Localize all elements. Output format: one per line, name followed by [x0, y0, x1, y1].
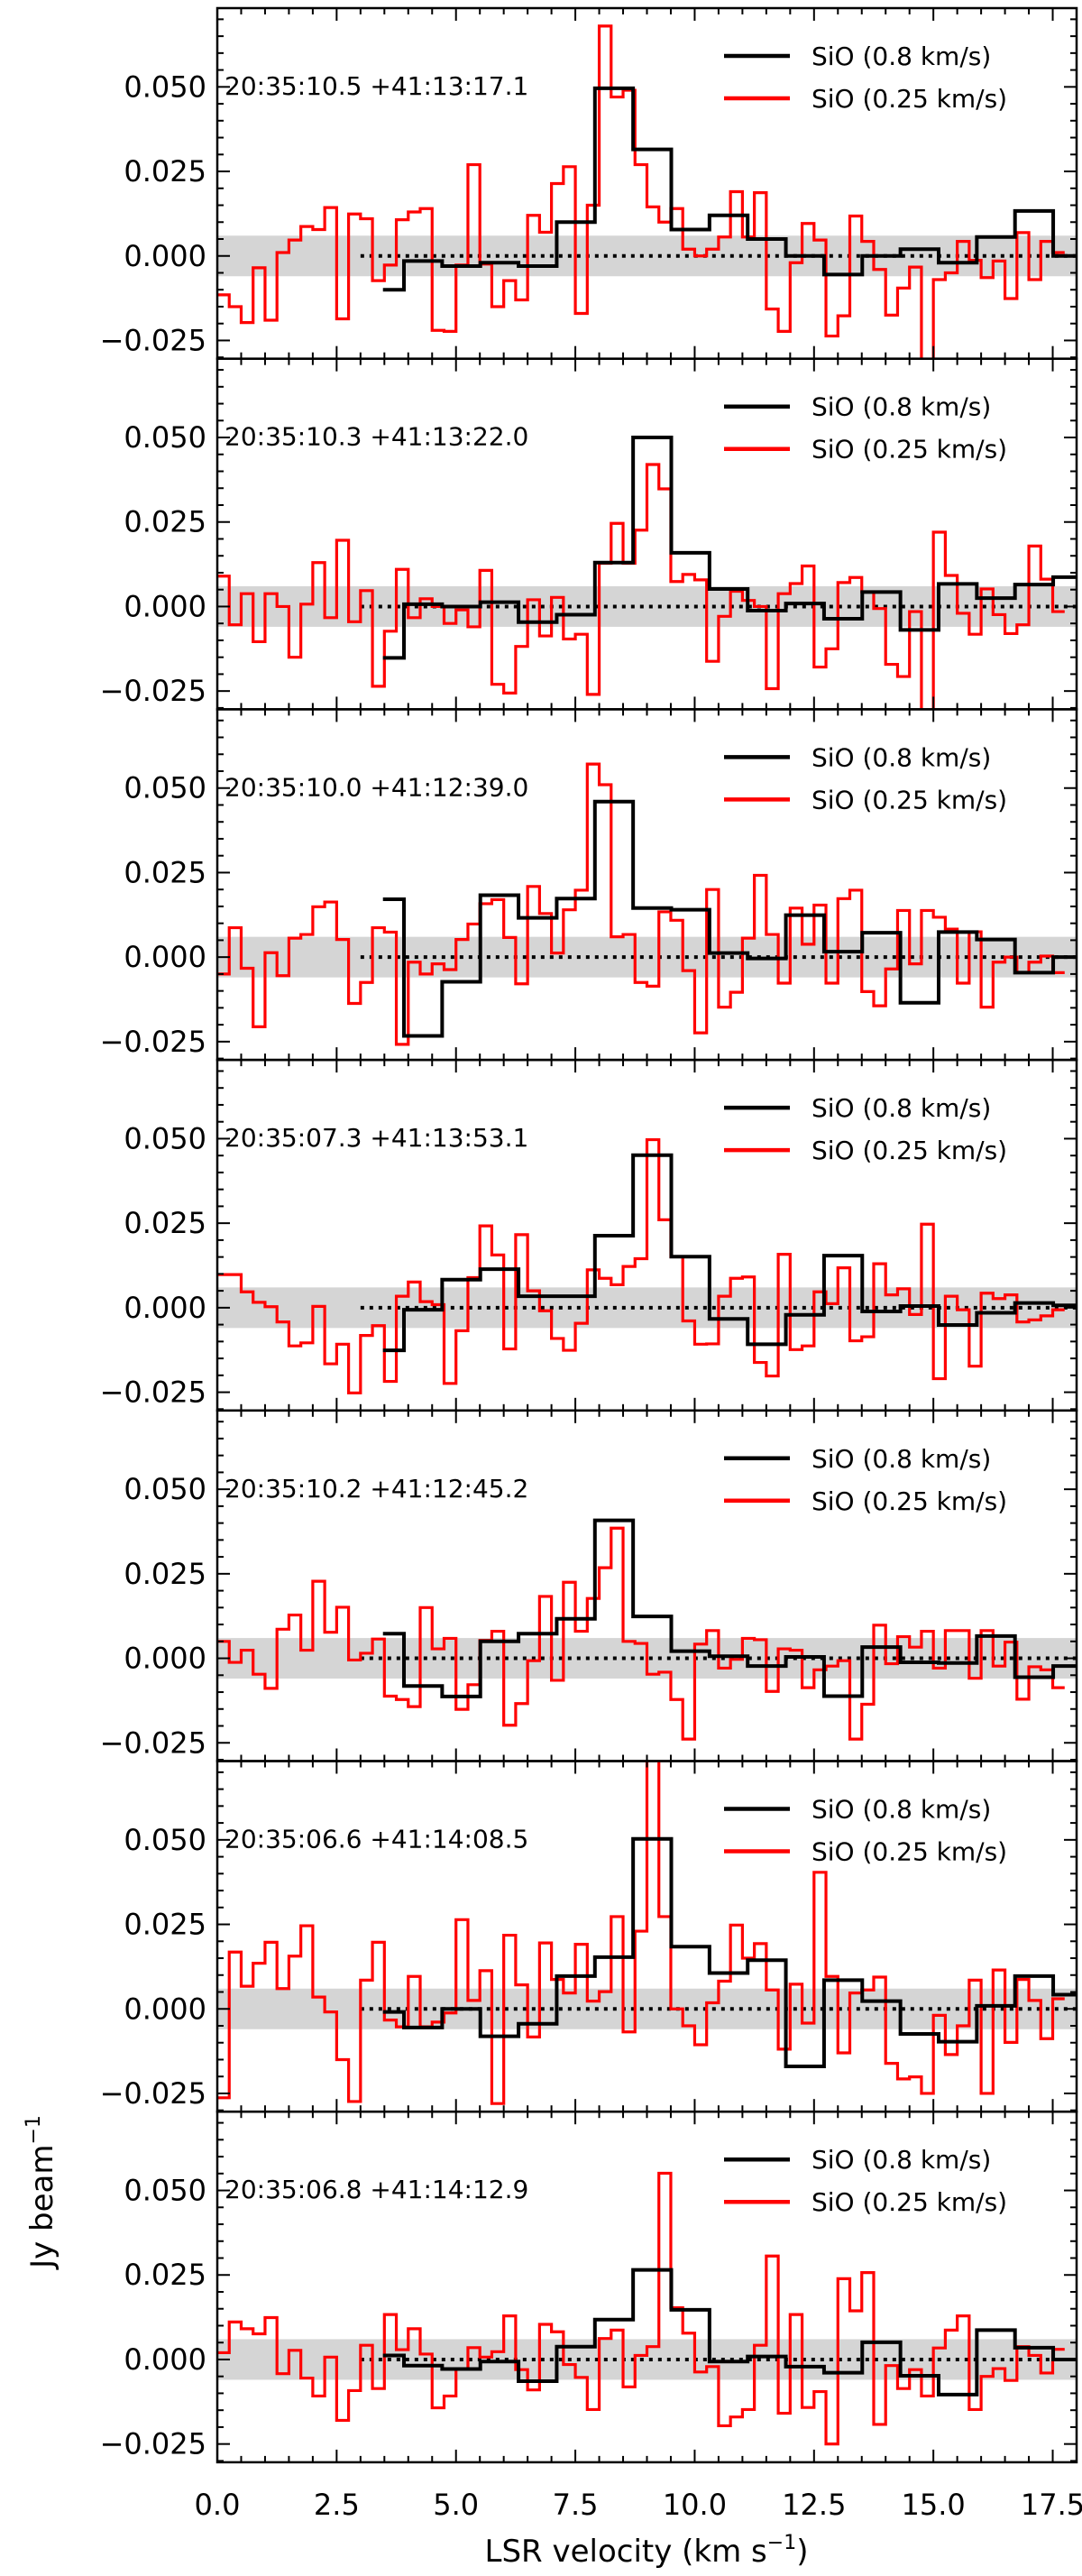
- y-tick-label: 0.000: [124, 239, 206, 273]
- series-sio-0.8-kms: [382, 1153, 1077, 1353]
- series-sio-0.8-kms: [382, 2268, 1077, 2397]
- series-sio-0.25-kms: [217, 762, 1065, 1046]
- y-tick-label: 0.000: [124, 1992, 206, 2026]
- y-axis-label: Jy beam−1: [23, 2115, 60, 2270]
- y-tick-label: 0.000: [124, 940, 206, 974]
- legend: SiO (0.8 km/s) SiO (0.25 km/s): [724, 1444, 1007, 1516]
- series-sio-0.25-kms: [217, 463, 1065, 710]
- y-tick-label: 0.000: [124, 1642, 206, 1676]
- x-tick-label: 15.0: [902, 2488, 966, 2522]
- legend-label: SiO (0.25 km/s): [812, 1837, 1007, 1867]
- series-sio-0.8-kms: [382, 799, 1077, 1038]
- y-tick-label: −0.025: [100, 323, 206, 357]
- x-axis-label: LSR velocity (km s−1): [485, 2532, 809, 2570]
- position-label: 20:35:10.3 +41:13:22.0: [225, 422, 528, 452]
- y-tick-label: 0.050: [124, 2174, 206, 2208]
- x-tick-labels: 0.0 2.5 5.0 7.5 10.0 12.5 15.0 17.5: [195, 2488, 1082, 2522]
- y-tick-label: 0.025: [124, 154, 206, 189]
- y-tick-label: 0.000: [124, 2342, 206, 2377]
- y-tick-label: 0.025: [124, 1557, 206, 1591]
- series-sio-0.8-kms: [382, 1518, 1077, 1698]
- panels: −0.025 0.000 0.025 0.050 20:35:10.5 +41:13:1…: [100, 6, 1078, 2464]
- legend-label: SiO (0.8 km/s): [812, 1444, 991, 1474]
- y-tick-label: −0.025: [100, 1025, 206, 1059]
- spectrum-panel: −0.025 0.000 0.025 0.050 20:35:10.3 +41:13:2…: [100, 357, 1078, 711]
- x-tick-label: 2.5: [314, 2488, 360, 2522]
- legend-label: SiO (0.8 km/s): [812, 742, 991, 772]
- y-tick-label: 0.025: [124, 1206, 206, 1240]
- legend: SiO (0.8 km/s) SiO (0.25 km/s): [724, 2145, 1007, 2217]
- spectrum-panel: −0.025 0.000 0.025 0.050 20:35:10.0 +41:12:3…: [100, 708, 1078, 1062]
- y-tick-label: −0.025: [100, 1375, 206, 1410]
- ticks: [216, 8, 1077, 359]
- y-tick-label: 0.050: [124, 1121, 206, 1155]
- position-label: 20:35:06.6 +41:14:08.5: [225, 1825, 528, 1854]
- series-sio-0.25-kms: [217, 24, 1065, 359]
- y-tick-label: 0.050: [124, 69, 206, 104]
- position-label: 20:35:10.2 +41:12:45.2: [225, 1474, 528, 1504]
- y-tick-label: 0.050: [124, 1823, 206, 1857]
- legend-label: SiO (0.25 km/s): [812, 2187, 1007, 2217]
- y-tick-label: −0.025: [100, 1725, 206, 1760]
- legend: SiO (0.8 km/s) SiO (0.25 km/s): [724, 1795, 1007, 1867]
- legend: SiO (0.8 km/s) SiO (0.25 km/s): [724, 41, 1007, 114]
- legend-label: SiO (0.25 km/s): [812, 785, 1007, 814]
- y-tick-label: 0.050: [124, 420, 206, 455]
- legend-label: SiO (0.25 km/s): [812, 435, 1007, 465]
- y-tick-label: 0.000: [124, 589, 206, 623]
- position-label: 20:35:10.5 +41:13:17.1: [225, 71, 528, 101]
- series-sio-0.25-kms: [217, 1137, 1065, 1394]
- legend-label: SiO (0.8 km/s): [812, 1093, 991, 1123]
- x-tick-label: 7.5: [553, 2488, 599, 2522]
- legend-label: SiO (0.8 km/s): [812, 392, 991, 422]
- legend-label: SiO (0.8 km/s): [812, 2145, 991, 2175]
- x-tick-label: 12.5: [782, 2488, 846, 2522]
- series-sio-0.25-kms: [217, 1526, 1065, 1741]
- x-tick-label: 17.5: [1021, 2488, 1082, 2522]
- ticks: [216, 358, 1077, 710]
- x-tick-label: 5.0: [433, 2488, 479, 2522]
- y-tick-label: 0.025: [124, 2258, 206, 2292]
- position-label: 20:35:06.8 +41:14:12.9: [225, 2175, 528, 2204]
- legend: SiO (0.8 km/s) SiO (0.25 km/s): [724, 1093, 1007, 1165]
- ticks: [216, 2111, 1077, 2462]
- y-tick-label: 0.025: [124, 1908, 206, 1942]
- position-label: 20:35:07.3 +41:13:53.1: [225, 1123, 528, 1153]
- spectrum-panel: −0.025 0.000 0.025 0.050 20:35:10.2 +41:12:4…: [100, 1409, 1078, 1762]
- legend-label: SiO (0.8 km/s): [812, 1795, 991, 1825]
- spectrum-panel: −0.025 0.000 0.025 0.050 20:35:06.8 +41:14:1…: [100, 2110, 1078, 2464]
- ticks: [216, 1410, 1077, 1762]
- x-tick-label: 10.0: [663, 2488, 727, 2522]
- legend-label: SiO (0.25 km/s): [812, 84, 1007, 114]
- ticks: [216, 709, 1077, 1061]
- y-tick-label: 0.050: [124, 771, 206, 805]
- legend: SiO (0.8 km/s) SiO (0.25 km/s): [724, 742, 1007, 814]
- spectrum-panel: −0.025 0.000 0.025 0.050 20:35:10.5 +41:13:1…: [100, 6, 1078, 360]
- series-sio-0.25-kms: [217, 1761, 1065, 2105]
- y-tick-label: 0.000: [124, 1291, 206, 1325]
- legend-label: SiO (0.25 km/s): [812, 1136, 1007, 1165]
- y-tick-label: 0.025: [124, 505, 206, 539]
- series-sio-0.25-kms: [217, 2171, 1065, 2446]
- legend-label: SiO (0.25 km/s): [812, 1486, 1007, 1516]
- ticks: [216, 1761, 1077, 2112]
- series-sio-0.8-kms: [382, 1836, 1077, 2068]
- y-tick-label: 0.025: [124, 855, 206, 889]
- spectrum-panel: −0.025 0.000 0.025 0.050 20:35:06.6 +41:14:0…: [100, 1760, 1078, 2113]
- spectrum-panel: −0.025 0.000 0.025 0.050 20:35:07.3 +41:13:5…: [100, 1058, 1078, 1412]
- legend-label: SiO (0.8 km/s): [812, 41, 991, 71]
- y-tick-label: −0.025: [100, 2427, 206, 2461]
- series-sio-0.8-kms: [382, 436, 1077, 660]
- series-sio-0.8-kms: [382, 86, 1077, 292]
- y-tick-label: −0.025: [100, 2076, 206, 2111]
- position-label: 20:35:10.0 +41:12:39.0: [225, 772, 528, 802]
- y-tick-label: 0.050: [124, 1472, 206, 1506]
- x-tick-label: 0.0: [195, 2488, 241, 2522]
- legend: SiO (0.8 km/s) SiO (0.25 km/s): [724, 392, 1007, 465]
- y-tick-label: −0.025: [100, 674, 206, 708]
